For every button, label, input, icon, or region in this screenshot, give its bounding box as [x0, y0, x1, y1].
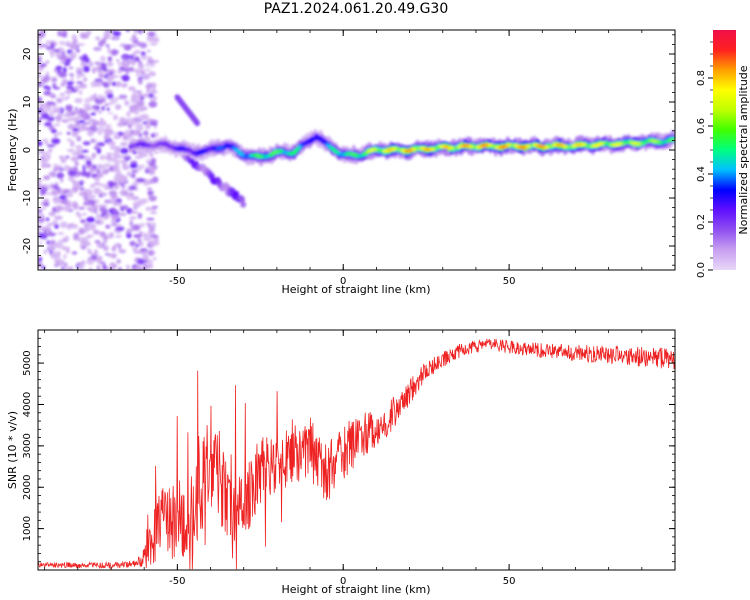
- colorbar-tick-label: 0.4: [696, 166, 707, 182]
- snr-y-tick-label: 2000: [22, 475, 33, 500]
- spectrogram-x-axis-label: Height of straight line (km): [281, 283, 430, 296]
- snr-y-axis-label: SNR (10 * v/v): [6, 411, 19, 489]
- snr-panel: -50 0 50 1000 2000 3000 4000 5000 Height of str…: [6, 329, 676, 596]
- colorbar-tick-label: 0.8: [696, 70, 707, 86]
- spectrogram-y-axis-label: Frequency (Hz): [6, 109, 19, 192]
- spectrogram-heatmap: [38, 30, 675, 270]
- spectrogram-panel: -50 0 50 -20 -10 0 10 20 Height of straight lin…: [6, 29, 676, 296]
- snr-y-tick-label: 5000: [22, 350, 33, 375]
- spectrogram-y-tick-label: -20: [22, 238, 33, 254]
- colorbar-tick-label: 0.2: [696, 214, 707, 230]
- snr-series-line: [38, 338, 675, 570]
- snr-x-axis-label: Height of straight line (km): [281, 583, 430, 596]
- colorbar: 0.0 0.2 0.4 0.6 0.8 Normalized spectral ampl…: [696, 30, 750, 278]
- spectrogram-x-tick-label: 0: [340, 276, 346, 287]
- snr-ticks: -50 0 50 1000 2000 3000 4000 5000: [22, 329, 676, 587]
- spectrogram-y-tick-label: 10: [22, 96, 33, 109]
- snr-frame: [37, 329, 676, 571]
- spectrogram-ticks: -50 0 50 -20 -10 0 10 20: [22, 30, 676, 287]
- page-title: PAZ1.2024.061.20.49.G30: [263, 1, 449, 17]
- snr-y-tick-label: 3000: [22, 433, 33, 458]
- spectrogram-noise-speckle: [38, 30, 160, 270]
- snr-x-tick-label: 50: [503, 576, 516, 587]
- snr-y-tick-label: 1000: [22, 516, 33, 541]
- spectrogram-x-tick-label: 50: [503, 276, 516, 287]
- spectrogram-y-tick-label: 20: [22, 48, 33, 61]
- colorbar-label: Normalized spectral amplitude: [737, 65, 750, 234]
- snr-x-tick-label: -50: [169, 576, 185, 587]
- colorbar-gradient: [713, 30, 736, 270]
- colorbar-tick-label: 0.6: [696, 118, 707, 134]
- snr-x-tick-label: 0: [340, 576, 346, 587]
- spectrogram-x-tick-label: -50: [169, 276, 185, 287]
- spectrogram-y-tick-label: 0: [22, 147, 33, 153]
- snr-y-tick-label: 4000: [22, 392, 33, 417]
- spectrogram-signal-ridge: [128, 128, 675, 167]
- colorbar-tick-label: 0.0: [696, 262, 707, 278]
- spectrogram-side-feature: [174, 94, 247, 208]
- spectrogram-y-tick-label: -10: [22, 190, 33, 206]
- colorbar-ticks: 0.0 0.2 0.4 0.6 0.8: [696, 41, 713, 278]
